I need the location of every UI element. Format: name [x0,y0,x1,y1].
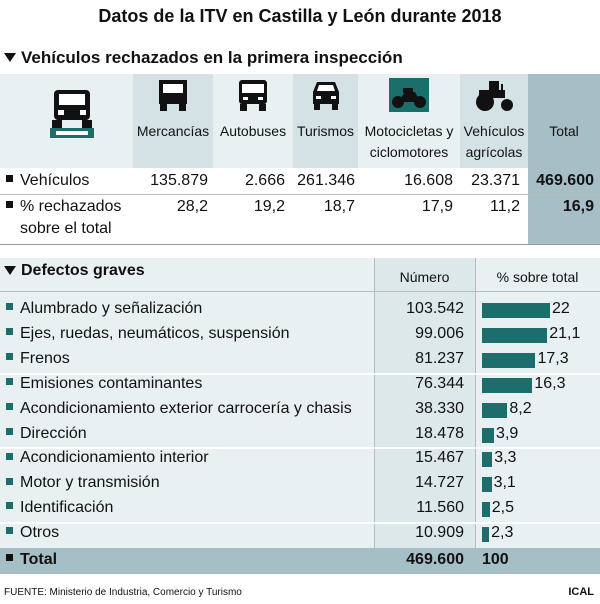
bar [482,377,533,393]
tractor-icon [460,78,528,112]
total-row-number: 469.600 [406,551,464,568]
defect-label: Dirección [6,425,87,443]
row-label-vehiculos: Vehículos [6,170,89,192]
group-separator [0,522,600,524]
bar-value-label: 2,3 [491,524,514,542]
column-divider [475,258,476,574]
car-icon [293,78,358,112]
defect-label: Motor y transmisión [6,474,160,492]
cell-pct-turismos: 18,7 [323,198,355,215]
cell-pct-motocicletas: 17,9 [421,198,453,215]
cell-vehiculos-autobuses: 2.666 [244,172,285,189]
total-row [0,548,600,574]
header-divider [0,291,600,292]
col-label-autobuses: Autobuses [219,123,287,139]
col-header-pct: % sobre total [496,269,579,285]
cell-vehiculos-turismos: 261.346 [297,172,355,189]
defect-number: 18.478 [415,424,464,442]
cell-vehiculos-mercancias: 135.879 [150,172,208,189]
table-bottom-line [0,244,600,245]
bar [482,452,493,468]
bus-icon [213,78,293,112]
bar [482,502,490,518]
section-heading-rechazados: Vehículos rechazados en la primera inspe… [4,48,403,68]
col-label-agricolas: Vehículos agrícolas [463,123,525,160]
group-separator [0,447,600,449]
cell-vehiculos-motocicletas: 16.608 [404,172,453,189]
bullet-icon [6,303,13,311]
bar-value-label: 16,3 [534,374,566,392]
bar-value-label: 3,1 [493,474,516,492]
defect-label: Emisiones contaminantes [6,375,202,393]
defect-label: Identificación [6,499,113,517]
cell-pct-agricolas: 11,2 [490,198,520,215]
bullet-icon [6,377,13,385]
cell-vehiculos-agricolas: 23.371 [471,172,520,189]
total-row-pct: 100 [482,551,509,568]
bullet-icon [6,452,13,460]
defect-number: 38.330 [415,399,464,417]
bar [482,427,495,443]
bullet-icon [6,427,13,435]
cell-vehiculos-total: 469.600 [536,172,594,189]
bar [482,327,548,343]
bullet-icon [6,353,13,361]
bar [482,402,508,418]
defect-number: 15.467 [415,449,464,467]
defect-number: 14.727 [415,474,464,492]
defect-label: Acondicionamiento interior [6,449,209,467]
bar-value-label: 17,3 [537,349,569,367]
defect-number: 10.909 [415,524,464,542]
bullet-icon [6,527,13,535]
cell-pct-mercancias: 28,2 [176,198,208,215]
brand-logo: ICAL [568,586,594,598]
source-note: FUENTE: Ministerio de Industria, Comerci… [4,587,242,598]
triangle-down-icon [4,265,16,275]
bar-value-label: 22 [552,300,570,317]
row-label-rechazados: % rechazados sobre el total [6,196,121,240]
defect-number: 76.344 [415,374,464,392]
defect-label: Frenos [6,350,70,368]
defect-label: Acondicionamiento exterior carrocería y … [6,400,352,418]
bar [482,477,492,493]
defects-number-column [374,258,475,574]
defect-number: 11.560 [416,499,464,517]
column-divider [374,258,375,574]
defect-number: 81.237 [415,349,464,367]
defect-label: Alumbrado y señalización [6,300,202,318]
triangle-down-icon [4,52,16,62]
bar [482,527,490,543]
bar-value-label: 2,5 [491,499,514,517]
col-label-turismos: Turismos [296,123,355,139]
page-title: Datos de la ITV en Castilla y León duran… [98,6,502,26]
total-column [528,74,600,244]
group-separator [0,373,600,375]
defect-label: Otros [6,524,59,542]
bar-value-label: 3,3 [494,449,517,467]
bullet-icon [6,402,13,410]
bar-value-label: 3,9 [496,424,519,442]
bar [482,352,536,368]
bar-value-label: 21,1 [549,324,581,342]
bullet-icon [6,502,13,510]
col-label-motocicletas: Motocicletas y ciclomotores [364,123,454,160]
cell-pct-autobuses: 19,2 [253,198,285,215]
cell-pct-total: 16,9 [562,198,594,215]
defect-number: 103.542 [406,300,464,317]
bullet-icon [6,328,13,336]
itv-vehicle-icon [48,86,96,145]
col-label-mercancias: Mercancías [136,123,210,139]
col-label-total: Total [549,123,579,139]
section-heading-defectos: Defectos graves [4,262,145,280]
defect-label: Ejes, ruedas, neumáticos, suspensión [6,325,289,343]
motorcycle-icon [358,78,460,112]
defect-number: 99.006 [415,324,464,342]
row-divider [0,194,600,195]
truck-icon [133,78,213,112]
bar [482,303,550,318]
col-header-numero: Número [399,269,450,285]
total-row-label: Total [6,551,57,569]
bar-value-label: 8,2 [509,399,532,417]
bullet-icon [6,477,13,485]
